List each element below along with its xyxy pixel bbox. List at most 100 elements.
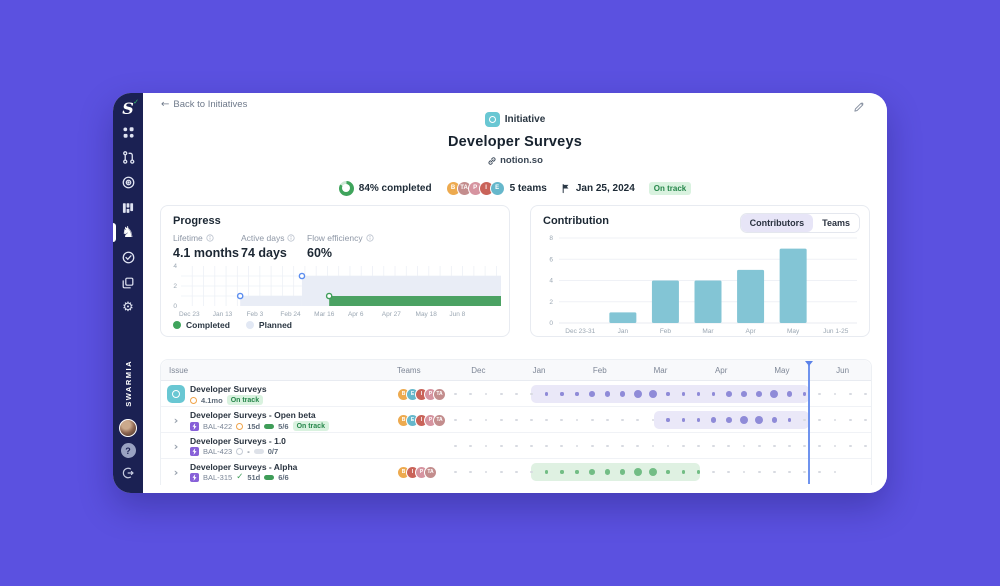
timeline-dot (648, 390, 657, 398)
edit-button[interactable] (853, 100, 865, 118)
timeline-dot (454, 444, 457, 448)
timeline-dot (726, 391, 732, 397)
issue-meta: BAL-422 15d 5/6 On track (190, 421, 329, 431)
month-label: Jun (836, 366, 850, 375)
timeline-dot (605, 444, 609, 448)
status-badge: On track (292, 421, 329, 431)
metric-active-days: Active days 74 days (241, 233, 296, 260)
sidebar-item-deliver[interactable] (113, 245, 143, 270)
flag-icon (562, 183, 569, 193)
completed-stat: 84% completed (338, 180, 432, 196)
swarmia-logo[interactable]: S ✓ (113, 98, 143, 120)
user-avatar[interactable] (119, 419, 137, 437)
timeline-dot (619, 391, 626, 397)
month-label: Mar (653, 366, 668, 375)
issue-row[interactable]: › Developer Surveys - Alpha BAL-315 ✓ 51d 6/6… (161, 459, 871, 485)
timeline-dot (864, 444, 867, 448)
flow-target-icon (122, 176, 134, 189)
issue-meta: BAL-315 ✓ 51d 6/6 (190, 473, 297, 482)
due-date-stat: Jan 25, 2024 (561, 183, 635, 194)
timeline-dot (848, 444, 852, 448)
expand-chevron[interactable]: › (173, 465, 179, 479)
timeline-dot (727, 444, 731, 448)
timeline-dot (575, 444, 579, 448)
timeline-dot (651, 418, 655, 422)
svg-text:4: 4 (549, 278, 553, 285)
back-label: Back to Initiatives (173, 99, 248, 110)
sidebar-item-boards[interactable] (113, 195, 143, 220)
main-content: ← Back to Initiatives Initiative Develop… (143, 93, 887, 493)
issue-key: BAL-423 (203, 447, 233, 456)
timeline-dot (605, 418, 609, 422)
timeline-dot (499, 444, 503, 448)
help-icon[interactable]: ? (120, 443, 136, 458)
timeline-dot (484, 444, 488, 448)
month-label: May (774, 366, 790, 375)
timeline-dot (864, 418, 867, 422)
timeline-band (531, 463, 700, 481)
issue-table: Issue Teams Dec Jan Feb Mar Apr May Jun Develo… (160, 359, 872, 485)
timeline-dot (818, 444, 822, 448)
timeline-dot (697, 444, 700, 448)
link-label: notion.so (500, 155, 543, 166)
row-team-avatars: B E I P TA (397, 387, 446, 401)
progress-title: Progress (173, 215, 221, 227)
initiative-icon (484, 112, 500, 127)
issue-row[interactable]: › Developer Surveys - Open beta BAL-422 15d… (161, 407, 871, 433)
timeline-dot (636, 444, 640, 448)
timeline-dot (681, 418, 685, 422)
sidebar-item-teams[interactable] (113, 120, 143, 145)
progress-pill-icon (264, 475, 275, 480)
logout-icon[interactable] (121, 466, 135, 485)
timeline-dot (771, 417, 778, 423)
column-issue: Issue (169, 366, 189, 375)
page-title: Developer Surveys (448, 134, 582, 150)
row-timeline (448, 433, 873, 459)
issue-row[interactable]: Developer Surveys 4.1mo On track B E I P TA (161, 381, 871, 407)
timeline-dot (499, 392, 503, 396)
duration-value: 4.1mo (201, 395, 223, 405)
timeline-dot (864, 392, 867, 396)
sidebar-item-initiatives[interactable]: ♞ (113, 220, 143, 245)
done-check-icon: ✓ (236, 472, 244, 482)
timeline-dot (803, 444, 807, 448)
team-avatar: TA (424, 465, 437, 479)
toggle-contributors[interactable]: Contributors (740, 214, 814, 232)
check-circle-icon (122, 251, 134, 264)
team-avatars: B TA P I E (445, 180, 505, 196)
completed-area (329, 296, 501, 306)
svg-text:Mar: Mar (702, 328, 714, 335)
duration-value: 51d (247, 473, 261, 482)
progress-value: 6/6 (278, 473, 289, 482)
timeline-dot (727, 470, 731, 474)
sidebar-item-settings[interactable]: ⚙ (113, 295, 143, 320)
progress-value: 0/7 (267, 447, 279, 456)
sidebar-item-projects[interactable] (113, 270, 143, 295)
external-link[interactable]: notion.so (487, 155, 543, 166)
toggle-teams[interactable]: Teams (813, 214, 859, 232)
expand-chevron[interactable]: › (173, 413, 179, 427)
status-badge: On track (648, 181, 692, 195)
issue-key: BAL-315 (203, 473, 233, 482)
timeline-dot (621, 444, 624, 448)
stats-row: 84% completed B TA P I E 5 teams Jan 25, 202… (143, 180, 887, 196)
issue-row[interactable]: › Developer Surveys - 1.0 BAL-423 - 0/7 (161, 433, 871, 459)
sidebar-item-pull-requests[interactable] (113, 145, 143, 170)
timeline-dot (818, 392, 822, 396)
timeline-dot (803, 418, 807, 422)
timeline-dot (484, 418, 488, 422)
sidebar-item-flow[interactable] (113, 170, 143, 195)
svg-text:Feb 24: Feb 24 (280, 311, 301, 318)
svg-text:May 18: May 18 (416, 311, 438, 318)
contribution-toggle: Contributors Teams (739, 213, 860, 233)
back-link[interactable]: ← Back to Initiatives (161, 99, 247, 110)
teams-shapes-icon (122, 127, 134, 138)
timeline-dot (742, 444, 746, 448)
timeline-dot (560, 418, 564, 422)
contribution-panel: Contribution Contributors Teams 0 2 4 6 8 Dec… (530, 205, 870, 337)
timeline-dot (560, 444, 564, 448)
progress-value: 5/6 (278, 421, 289, 431)
expand-chevron[interactable]: › (173, 439, 179, 453)
info-icon (206, 234, 214, 242)
